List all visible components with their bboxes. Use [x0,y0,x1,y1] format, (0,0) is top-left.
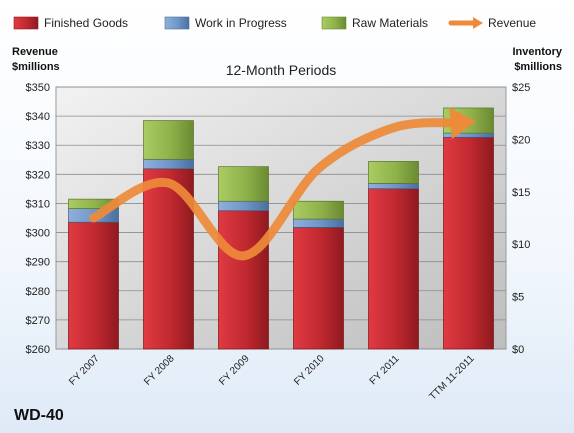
left-tick-label: $330 [26,140,50,152]
left-tick-label: $270 [26,315,50,327]
legend-arrow-revenue [473,17,483,29]
left-tick-label: $310 [26,198,50,210]
legend-item-work-in-progress: Work in Progress [164,16,287,30]
bar-segment-raw-materials [368,161,419,184]
x-tick-label: FY 2010 [292,353,327,388]
left-tick-label: $320 [26,169,50,181]
legend-label-work-in-progress: Work in Progress [195,16,287,30]
revenue-line-path [89,118,464,261]
company-name: WD-40 [14,407,64,424]
left-axis-ticks: $260 $270 $280 $290 $300 $310 $320 $330 $340 $350 [26,82,50,356]
bar-segment-work-in-progress [443,132,494,138]
left-tick-label: $340 [26,111,50,123]
left-tick-label: $290 [26,257,50,269]
bar-segment-work-in-progress [293,218,344,228]
right-tick-label: $10 [512,239,530,251]
right-tick-label: $25 [512,82,530,94]
legend-label-revenue: Revenue [488,16,536,30]
legend-label-finished-goods: Finished Goods [44,16,128,30]
legend-item-finished-goods: Finished Goods [13,16,128,30]
bar-segment-work-in-progress [218,200,269,212]
bar-segment-raw-materials [293,200,344,220]
legend-item-raw-materials: Raw Materials [321,16,428,30]
legend: Finished Goods Work in Progress Raw Mate… [13,16,536,30]
left-axis-title-line2: $millions [12,61,60,73]
legend-swatch-finished-goods [13,16,39,30]
bars [68,107,494,350]
right-axis-title-line2: $millions [514,61,562,73]
bar-segment-finished-goods [218,210,269,350]
right-axis-ticks: $0 $5 $10 $15 $20 $25 [512,82,530,356]
bar-segment-work-in-progress [143,158,194,170]
legend-item-revenue: Revenue [448,16,536,30]
bar-segment-finished-goods [293,227,344,350]
left-tick-label: $350 [26,82,50,94]
left-axis-title-line1: Revenue [12,46,58,58]
legend-label-raw-materials: Raw Materials [352,16,428,30]
x-tick-label: FY 2007 [67,353,102,388]
legend-swatch-work-in-progress [164,16,190,30]
left-tick-label: $260 [26,344,50,356]
x-tick-label: FY 2008 [142,353,177,388]
bar-segment-work-in-progress [368,183,419,190]
right-tick-label: $15 [512,187,530,199]
x-tick-label: FY 2011 [368,353,402,387]
revenue-arrowhead [449,107,477,140]
chart-subtitle: 12-Month Periods [226,62,337,78]
legend-swatch-raw-materials [321,16,347,30]
right-tick-label: $20 [512,134,530,146]
bar-segment-raw-materials [143,120,194,160]
bar-segment-finished-goods [368,188,419,350]
x-tick-label: FY 2009 [217,353,252,388]
bar-segment-finished-goods [68,221,119,350]
right-tick-label: $5 [512,292,524,304]
bar-segment-finished-goods [443,136,494,350]
gridlines [56,86,506,350]
x-axis-ticks: FY 2007 FY 2008 FY 2009 FY 2010 FY 2011 TTM 1… [67,353,477,402]
bar-segment-raw-materials [218,166,269,202]
x-tick-label: TTM 11-2011 [427,353,476,402]
revenue-line [89,107,477,261]
left-tick-label: $280 [26,286,50,298]
right-axis-title-line1: Inventory [512,46,562,58]
left-tick-label: $300 [26,228,50,240]
right-tick-label: $0 [512,344,524,356]
